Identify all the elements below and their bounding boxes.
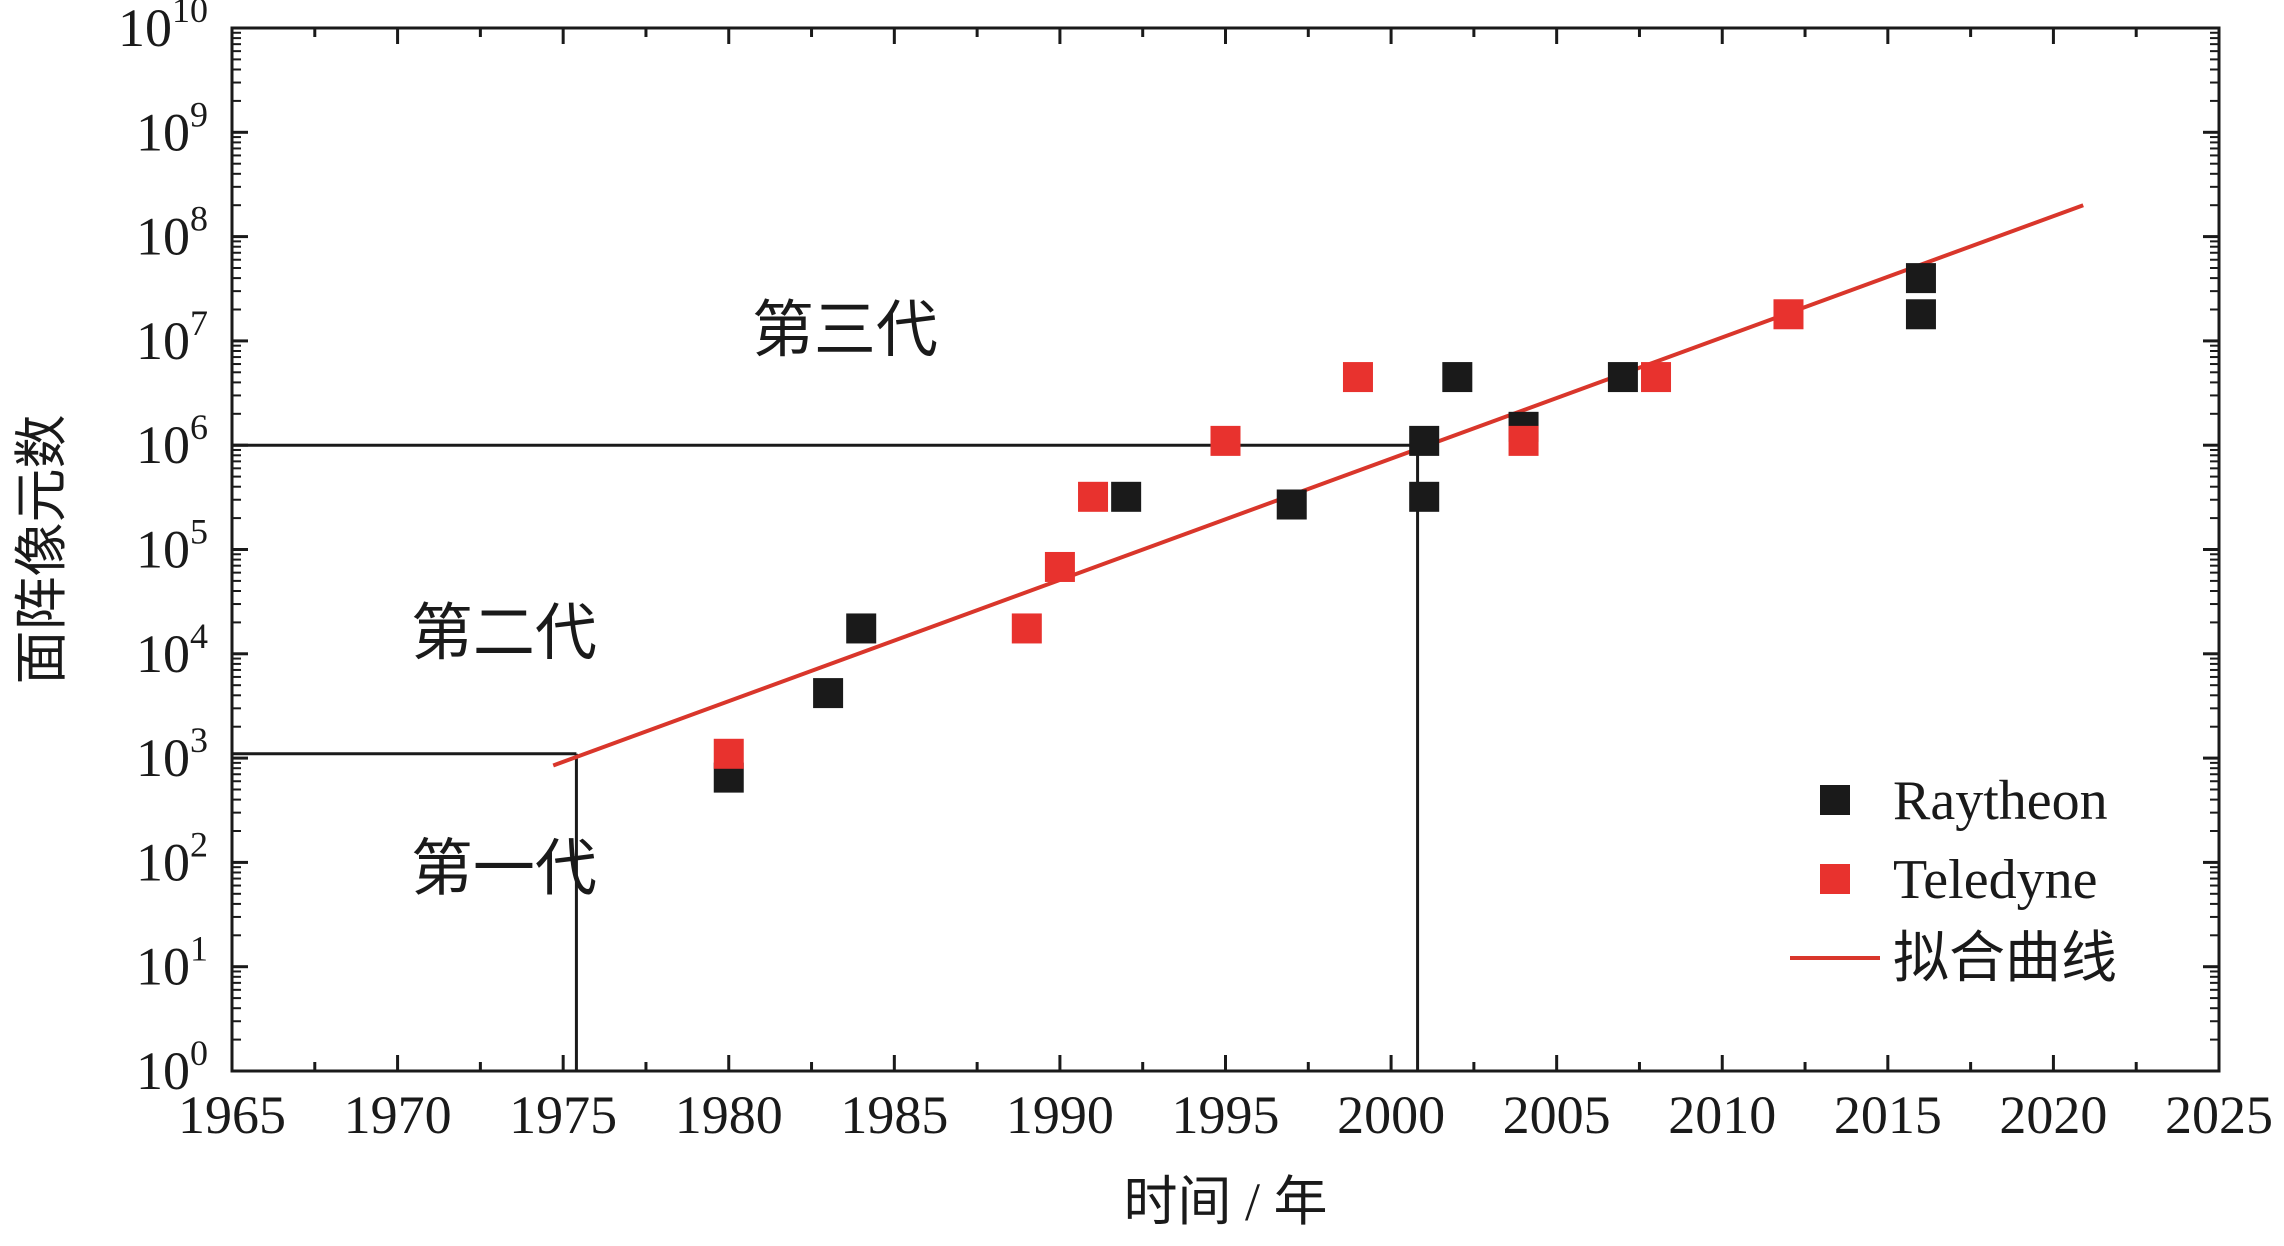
x-axis-ticks: 1965 1970 1975 1980 1985 1990 1995 2000 2005 2010… [178, 28, 2273, 1145]
point-teledyne [1773, 299, 1804, 330]
x-tick-label: 1965 [178, 1085, 286, 1145]
point-teledyne [1641, 362, 1672, 393]
x-tick-label: 2000 [1337, 1085, 1445, 1145]
point-raytheon [1905, 299, 1936, 330]
y-tick-label: 107 [136, 303, 208, 371]
legend-label: Raytheon [1893, 770, 2108, 832]
x-tick-label: 2005 [1503, 1085, 1611, 1145]
y-tick-label: 102 [136, 824, 208, 892]
point-raytheon [1409, 481, 1440, 512]
y-tick-label: 103 [136, 720, 208, 788]
x-tick-label: 2015 [1834, 1085, 1942, 1145]
generation-label: 第二代 [411, 600, 597, 668]
y-tick-label: 104 [136, 616, 208, 684]
point-raytheon [813, 678, 844, 709]
point-teledyne [1011, 613, 1042, 644]
fit-line-layer [552, 203, 2084, 768]
legend: Raytheon Teledyne 拟合曲线 [1790, 770, 2117, 990]
y-axis-label: 面阵像元数 [12, 415, 72, 685]
y-tick-label: 106 [136, 407, 208, 475]
y-axis-ticks: 100 101 102 103 104 105 106 107 108 109 1010 [118, 0, 2219, 1101]
y-tick-label: 109 [136, 94, 208, 162]
y-tick-label: 101 [136, 929, 208, 997]
reference-lines [232, 443, 1420, 1071]
x-tick-label: 1980 [675, 1085, 783, 1145]
point-raytheon [1905, 263, 1936, 294]
x-tick-label: 1995 [1172, 1085, 1280, 1145]
point-teledyne [1342, 362, 1373, 393]
legend-label: Teledyne [1893, 849, 2097, 911]
x-axis-label: 时间 / 年 [1123, 1172, 1327, 1232]
generation-label: 第一代 [411, 835, 597, 903]
point-raytheon [1111, 481, 1142, 512]
y-tick-label: 105 [136, 512, 208, 580]
y-tick-label: 100 [136, 1033, 208, 1101]
x-tick-label: 1990 [1006, 1085, 1114, 1145]
point-teledyne [1044, 551, 1075, 582]
y-tick-label: 108 [136, 199, 208, 267]
plot-frame [230, 26, 2221, 1073]
y-tick-label: 1010 [118, 0, 208, 58]
point-raytheon [1442, 362, 1473, 393]
x-tick-label: 1970 [344, 1085, 452, 1145]
legend-label: 拟合曲线 [1893, 928, 2117, 990]
legend-marker [1820, 864, 1850, 894]
point-raytheon [1607, 362, 1638, 393]
x-tick-label: 1975 [509, 1085, 617, 1145]
x-tick-label: 2020 [1999, 1085, 2107, 1145]
generation-annotations: 第一代 第二代 第三代 [411, 297, 938, 903]
generation-label: 第三代 [752, 297, 938, 365]
legend-marker [1820, 785, 1850, 815]
data-points [713, 263, 1936, 793]
x-tick-label: 2010 [1668, 1085, 1776, 1145]
point-teledyne [1508, 425, 1539, 456]
point-raytheon [846, 613, 877, 644]
fit-line [552, 203, 2084, 768]
point-raytheon [1276, 489, 1307, 520]
point-teledyne [713, 738, 744, 769]
point-raytheon [1409, 425, 1440, 456]
point-teledyne [1078, 481, 1109, 512]
x-tick-label: 2025 [2165, 1085, 2273, 1145]
point-teledyne [1210, 425, 1241, 456]
x-tick-label: 1985 [840, 1085, 948, 1145]
